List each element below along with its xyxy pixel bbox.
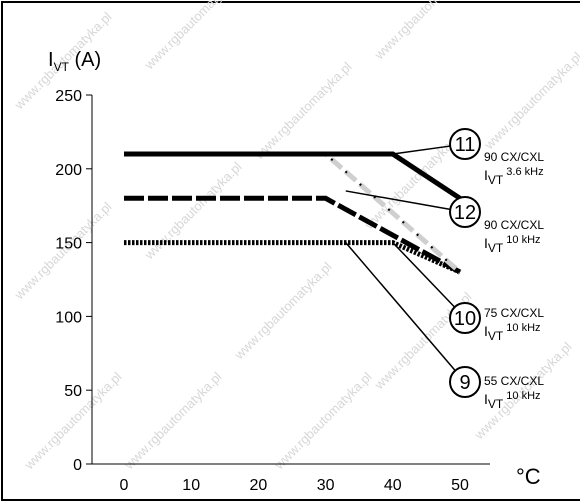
callout-circle-11 xyxy=(449,128,481,160)
series-line-10 xyxy=(124,195,462,275)
watermark-text: www.rgbautomatyka.pl xyxy=(371,0,475,63)
series-line-12-ticks xyxy=(124,153,461,273)
x-axis-unit: °C xyxy=(516,464,541,489)
y-tick-label: 150 xyxy=(55,236,82,253)
series-current-label-9: IVT 10 kHz xyxy=(484,390,541,411)
watermark-text: www.rgbautomatyka.pl xyxy=(121,369,225,473)
series-model-label-12: 90 CX/CXL xyxy=(484,218,544,232)
leader-line-12 xyxy=(345,190,451,211)
watermark-text: www.rgbautomatyka.pl xyxy=(141,159,245,263)
axes xyxy=(86,94,490,465)
leader-line-10 xyxy=(392,242,456,308)
callout-circle-12 xyxy=(449,196,481,228)
series-model-label-11: 90 CX/CXL xyxy=(484,150,544,164)
x-tick-label: 0 xyxy=(120,477,129,494)
y-tick-label: 100 xyxy=(55,309,82,326)
series-line-11 xyxy=(124,151,462,201)
watermark-text: www.rgbautomatyka.pl xyxy=(271,369,375,473)
x-tick-label: 40 xyxy=(384,477,402,494)
y-tick-label: 0 xyxy=(73,457,82,474)
watermark-text: www.rgbautomatyka.pl xyxy=(231,259,335,363)
callout-circle-10 xyxy=(449,302,481,334)
series-line-12 xyxy=(124,151,462,274)
x-tick-label: 30 xyxy=(317,477,335,494)
series-current-label-10: IVT 10 kHz xyxy=(484,322,541,343)
tick-labels: 0 50 100 150 200 250 0 10 20 30 40 50 IVT (A) °C xyxy=(48,49,541,494)
x-tick-label: 50 xyxy=(451,477,469,494)
leader-line-11 xyxy=(392,145,451,155)
y-tick-label: 200 xyxy=(55,162,82,179)
series-current-label-11: IVT 3.6 kHz xyxy=(484,166,544,187)
callout-number-11: 11 xyxy=(455,134,476,156)
callouts: 11 90 CX/CXL IVT 3.6 kHz 12 90 CX/CXL IVT 10 … xyxy=(345,128,544,411)
x-tick-label: 20 xyxy=(250,477,268,494)
series-model-label-9: 55 CX/CXL xyxy=(484,374,544,388)
x-tick-label: 10 xyxy=(182,477,200,494)
series-lines xyxy=(124,151,462,275)
y-tick-label: 250 xyxy=(55,88,82,105)
y-axis-label: IVT (A) xyxy=(48,49,101,74)
watermark-text: www.rgbautomatyka.pl xyxy=(251,59,355,163)
series-current-label-12: IVT 10 kHz xyxy=(484,234,541,255)
series-model-label-10: 75 CX/CXL xyxy=(484,306,544,320)
watermark-text: www.rgbautomatyka.pl xyxy=(141,0,245,73)
callout-circle-9 xyxy=(449,366,481,398)
watermark-text: www.rgbautomatyka.pl xyxy=(481,49,580,153)
callout-number-12: 12 xyxy=(454,202,476,224)
callout-number-9: 9 xyxy=(459,372,470,394)
y-tick-label: 50 xyxy=(64,383,82,400)
leader-line-9 xyxy=(345,242,456,372)
callout-number-10: 10 xyxy=(454,308,476,330)
